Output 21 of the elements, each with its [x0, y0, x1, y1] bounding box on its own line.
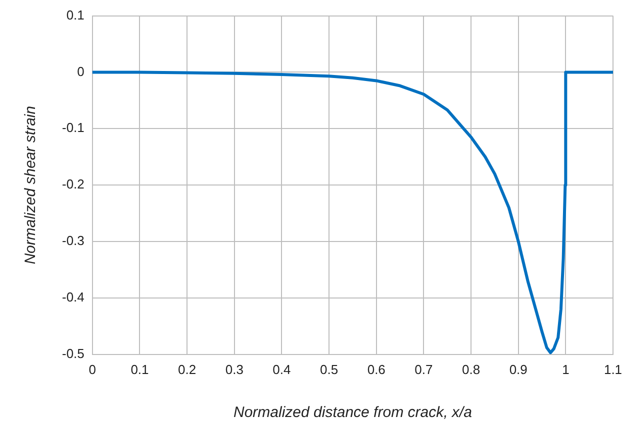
x-tick-label: 0.3	[225, 362, 244, 377]
y-tick-label: -0.2	[62, 176, 84, 192]
x-tick-label: 0.9	[509, 362, 528, 377]
x-tick-label: 0.6	[367, 362, 386, 377]
x-tick-label: 1	[562, 362, 570, 377]
x-tick-label: 0.8	[462, 362, 480, 377]
x-tick-label: 1.1	[604, 362, 622, 377]
x-tick-label: 0.7	[414, 362, 433, 377]
x-tick-label: 0.5	[320, 362, 338, 377]
x-tick-label: 0.2	[178, 362, 196, 377]
y-tick-label: -0.1	[62, 120, 84, 136]
x-tick-label: 0.4	[272, 362, 291, 377]
y-tick-label: -0.4	[62, 290, 84, 305]
y-tick-label: 0.1	[66, 7, 84, 22]
y-tick-label: -0.5	[62, 346, 84, 361]
x-axis-title: Normalized distance from crack, x/a	[233, 404, 472, 422]
x-tick-label: 0	[88, 362, 96, 377]
x-tick-label: 0.1	[130, 362, 149, 377]
y-axis-title: Normalized shear strain	[22, 106, 40, 264]
y-tick-label: 0	[77, 64, 84, 79]
y-tick-label: -0.3	[62, 233, 84, 248]
